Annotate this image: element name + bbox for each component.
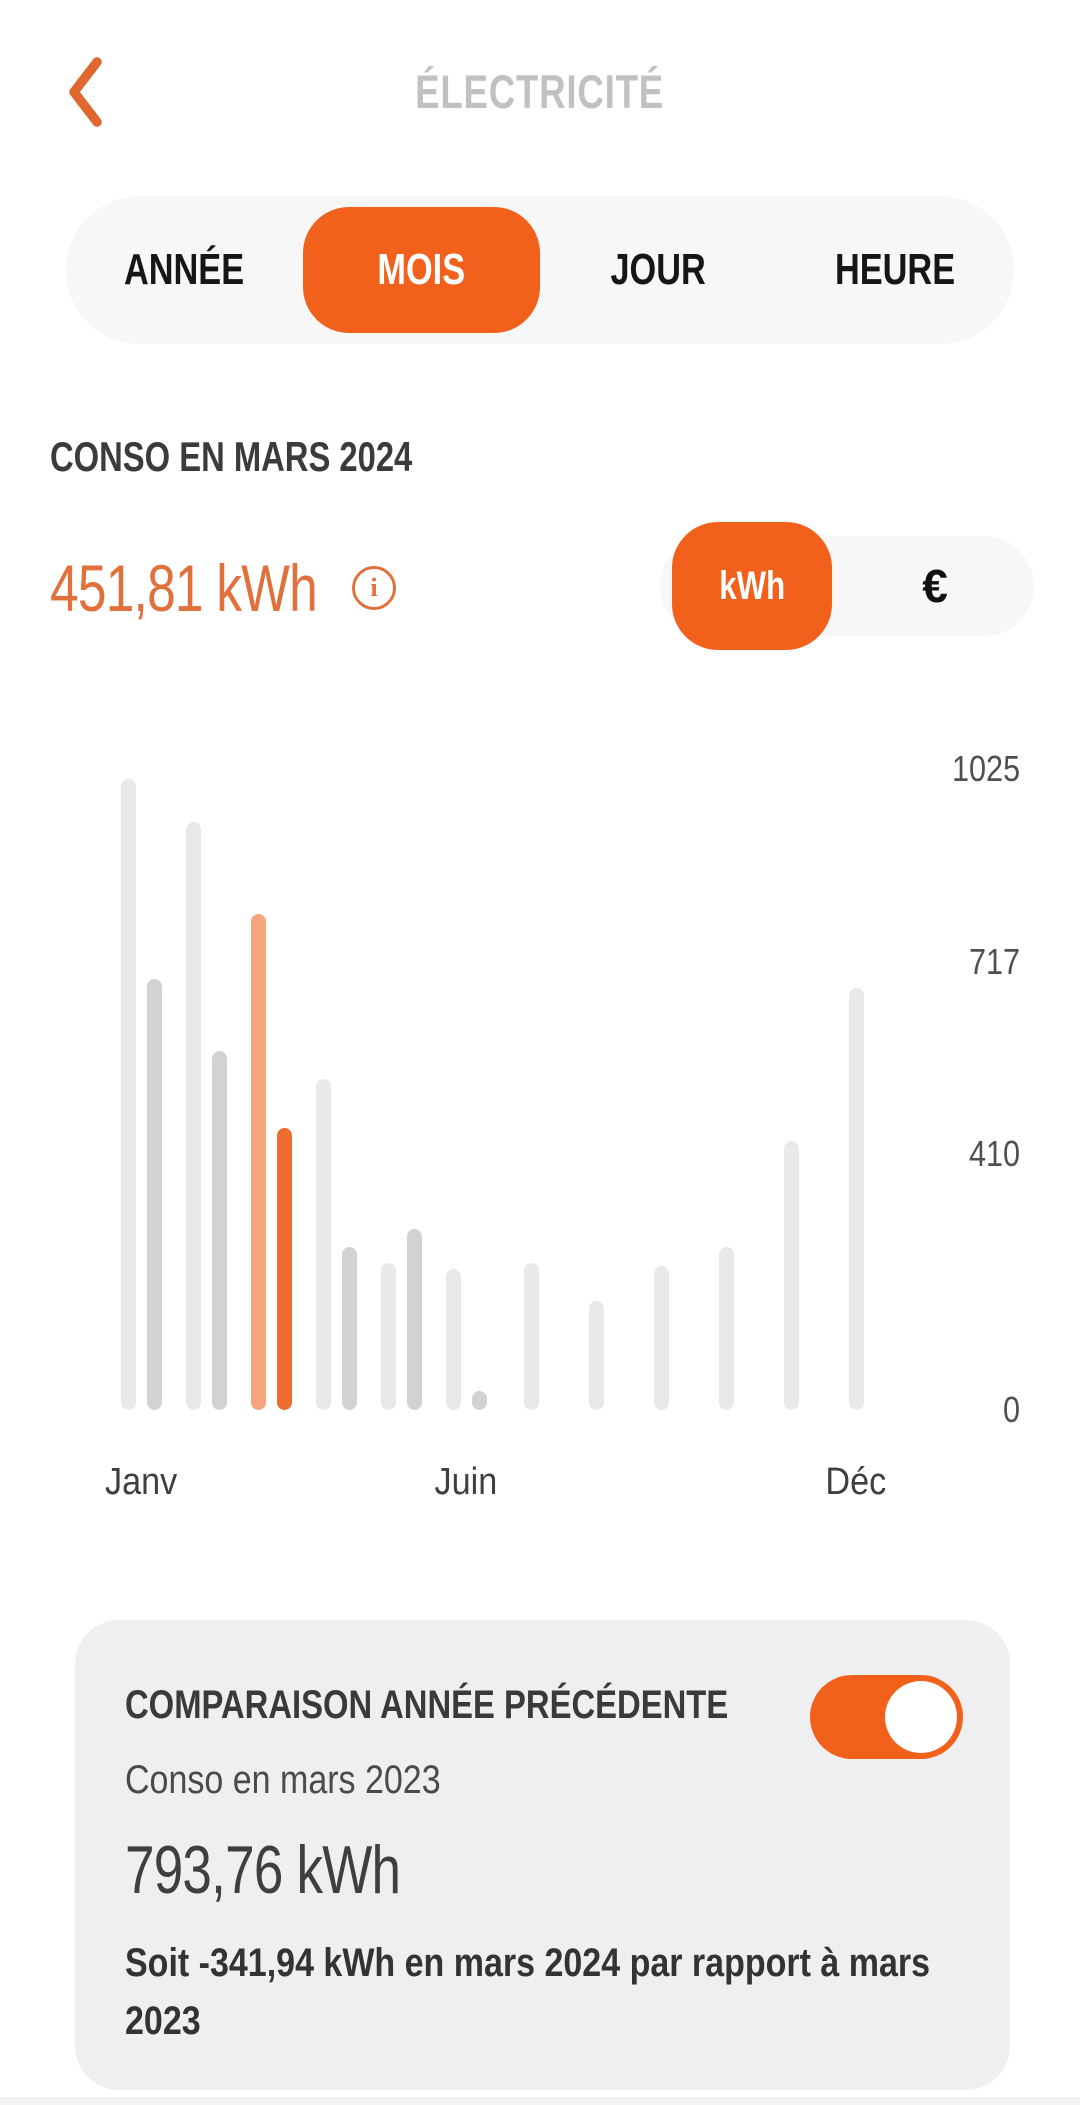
comparison-toggle[interactable]	[810, 1675, 963, 1759]
bar-2024-mars[interactable]	[276, 1128, 292, 1410]
x-axis-label-dec: Déc	[825, 1461, 887, 1503]
bottom-strip	[0, 2097, 1080, 2105]
bar-2023-avr[interactable]	[315, 1079, 331, 1410]
bar-2023-dec[interactable]	[848, 988, 864, 1410]
comparison-value: 793,76 kWh	[125, 1832, 401, 1908]
bar-2023-mars[interactable]	[250, 914, 266, 1410]
unit-option-kwh[interactable]: kWh	[672, 522, 832, 650]
bar-2023-juil[interactable]	[523, 1263, 539, 1410]
unit-option-euro[interactable]: €	[922, 560, 948, 612]
tab-mois[interactable]: MOIS	[303, 196, 540, 344]
x-axis-label-janv: Janv	[104, 1461, 178, 1503]
comparison-subtitle: Conso en mars 2023	[125, 1758, 441, 1802]
bar-2023-aout[interactable]	[588, 1301, 604, 1410]
back-button[interactable]	[48, 44, 120, 140]
y-axis-label-410: 410	[968, 1132, 1020, 1174]
bar-2023-mai[interactable]	[380, 1263, 396, 1410]
monthly-consumption-chart: 0 410 717 1025 Janv Juin Déc	[0, 680, 1080, 1540]
period-label: CONSO EN MARS 2024	[50, 433, 413, 480]
active-tab-pill: MOIS	[303, 207, 540, 333]
bar-2023-fevr[interactable]	[185, 822, 201, 1410]
period-tab-bar: ANNÉE MOIS JOUR HEURE	[66, 196, 1014, 344]
y-axis-label-717: 717	[968, 940, 1020, 982]
consumption-value: 451,81 kWh	[50, 551, 318, 625]
chevron-left-icon	[69, 57, 102, 127]
toggle-knob	[885, 1681, 957, 1753]
bar-2023-oct[interactable]	[718, 1247, 734, 1410]
bar-2024-mai[interactable]	[406, 1229, 422, 1410]
bar-2024-fevr[interactable]	[211, 1051, 227, 1410]
info-icon[interactable]: i	[352, 566, 396, 610]
bar-2023-janv[interactable]	[120, 779, 136, 1410]
bar-2023-sept[interactable]	[653, 1266, 669, 1410]
bar-2024-juin[interactable]	[471, 1391, 487, 1410]
y-axis-label-0: 0	[1002, 1389, 1020, 1430]
x-axis-label-juin: Juin	[434, 1461, 498, 1503]
bar-2024-janv[interactable]	[146, 979, 162, 1410]
comparison-title: COMPARAISON ANNÉE PRÉCÉDENTE	[125, 1683, 729, 1727]
tab-jour[interactable]: JOUR	[610, 245, 707, 294]
comparison-note: Soit -341,94 kWh en mars 2024 par rappor…	[125, 1941, 931, 2043]
comparison-card: COMPARAISON ANNÉE PRÉCÉDENTE Conso en ma…	[75, 1620, 1010, 2090]
tab-annee[interactable]: ANNÉE	[124, 245, 245, 294]
bar-2024-avr[interactable]	[341, 1247, 357, 1410]
page-title: ÉLECTRICITÉ	[415, 65, 665, 118]
tab-heure[interactable]: HEURE	[835, 245, 956, 294]
bar-2023-juin[interactable]	[445, 1269, 461, 1410]
y-axis-label-1025: 1025	[951, 748, 1020, 790]
bar-2023-nov[interactable]	[783, 1141, 799, 1410]
